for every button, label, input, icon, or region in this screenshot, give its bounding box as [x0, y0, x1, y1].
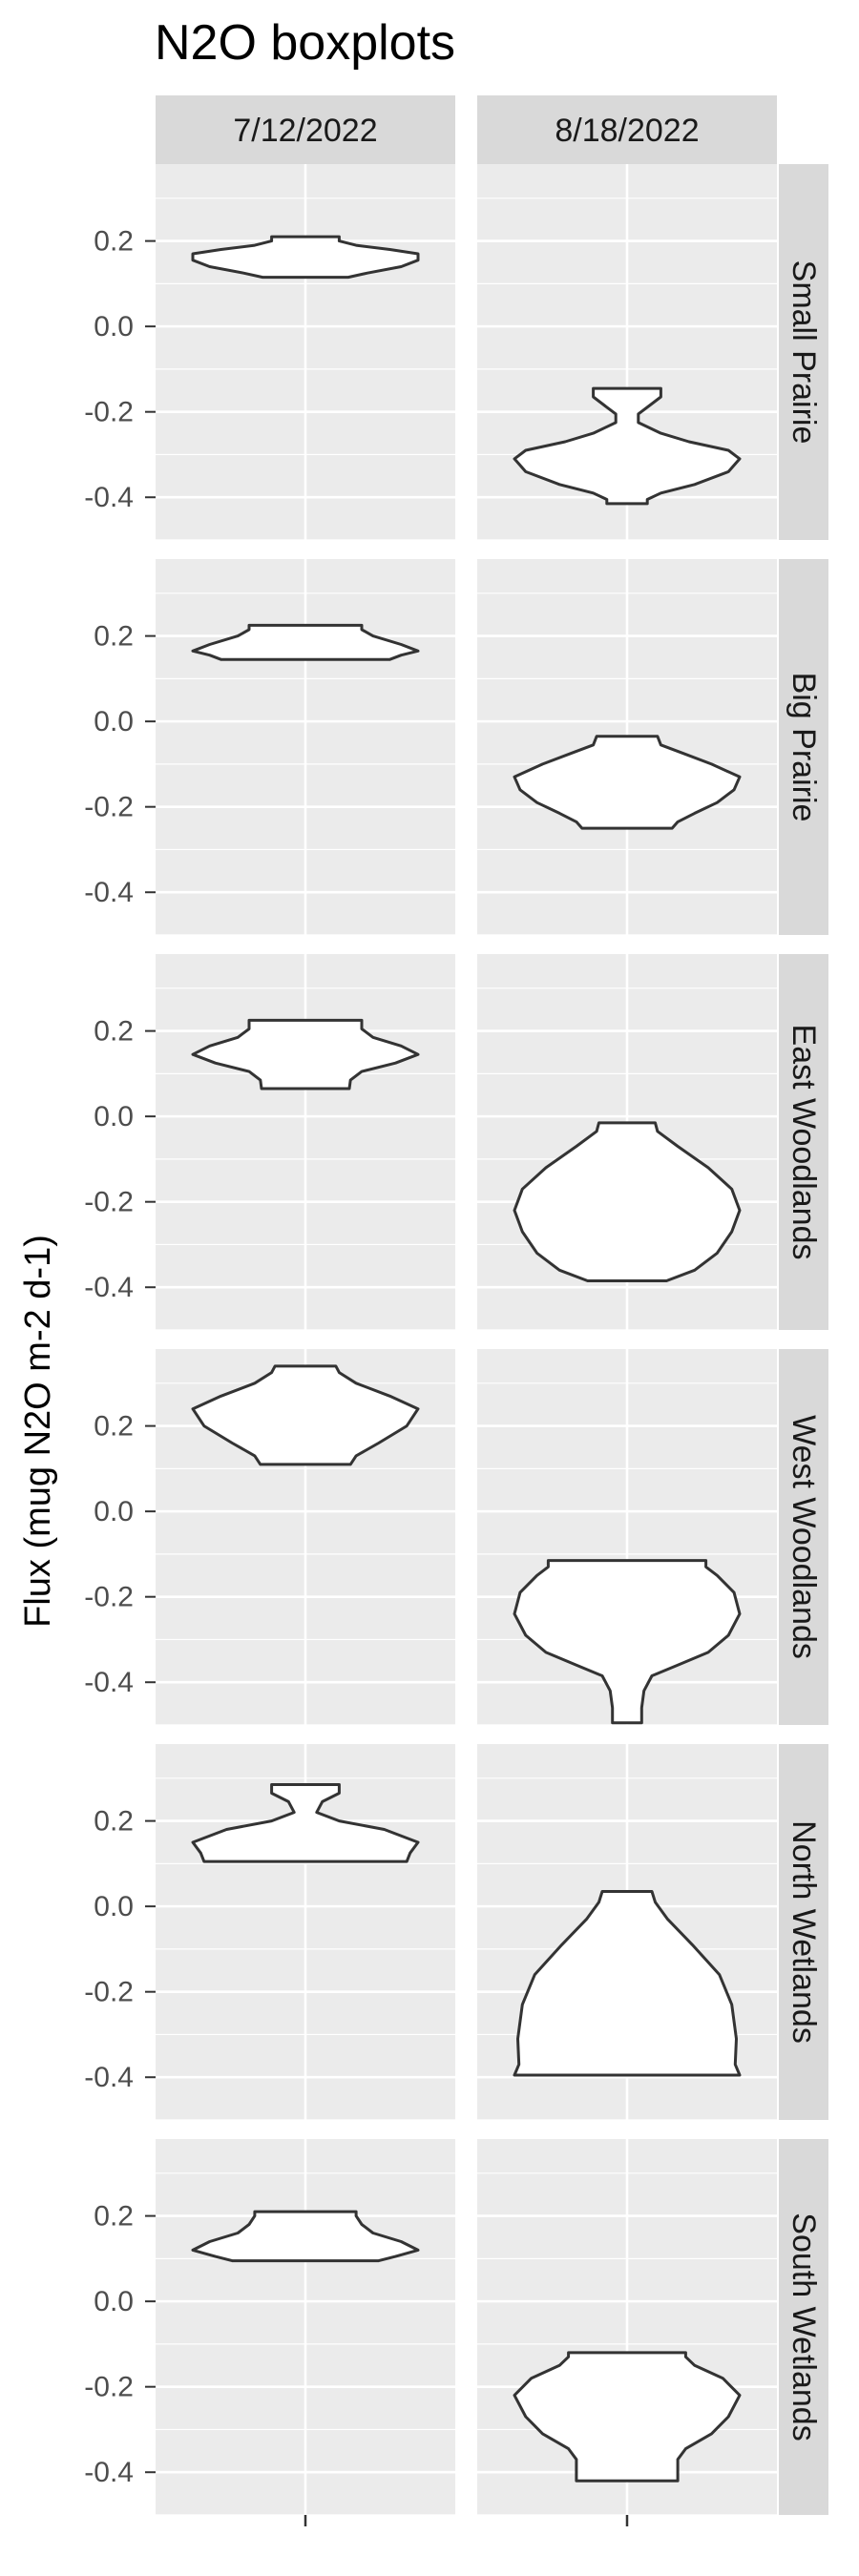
panel-east-woodlands-2	[477, 954, 777, 1331]
violin-big-prairie-1	[191, 623, 420, 661]
y-tick-label: -0.2	[84, 2372, 134, 2403]
y-tick-label: 0.0	[94, 2286, 134, 2317]
row-strip-label-east-woodlands: East Woodlands	[786, 1025, 822, 1260]
y-tick-label: 0.2	[94, 1016, 134, 1048]
panel-south-wetlands-1	[156, 2139, 455, 2516]
row-strip-label-north-wetlands: North Wetlands	[786, 1820, 822, 2044]
y-tick-label: -0.2	[84, 1582, 134, 1613]
violin-big-prairie-2	[513, 735, 742, 830]
row-strip-west-woodlands	[779, 1349, 828, 1725]
row-strip-label-small-prairie: Small Prairie	[786, 260, 822, 445]
column-strip-label-1: 7/12/2022	[233, 113, 377, 149]
y-tick-label: -0.4	[84, 1272, 134, 1303]
row-strip-label-big-prairie: Big Prairie	[786, 673, 822, 822]
y-tick-label: -0.2	[84, 792, 134, 823]
panel-big-prairie-2	[477, 559, 777, 936]
y-tick-label: -0.4	[84, 1667, 134, 1698]
violin-north-wetlands-1	[191, 1783, 420, 1863]
panel-north-wetlands-2	[477, 1744, 777, 2121]
row-strip-north-wetlands	[779, 1744, 828, 2120]
violin-south-wetlands-1	[191, 2210, 420, 2263]
panel-west-woodlands-2	[477, 1349, 777, 1726]
column-strip-label-2: 8/18/2022	[555, 113, 699, 149]
y-tick-label: 0.2	[94, 2201, 134, 2233]
row-strip-east-woodlands	[779, 954, 828, 1330]
violin-small-prairie-2	[513, 386, 742, 506]
violin-east-woodlands-1	[191, 1018, 420, 1091]
violin-west-woodlands-1	[191, 1364, 420, 1466]
panel-north-wetlands-1	[156, 1744, 455, 2121]
row-strip-label-south-wetlands: South Wetlands	[786, 2212, 822, 2441]
y-tick-label: -0.2	[84, 397, 134, 428]
y-tick-label: -0.4	[84, 482, 134, 513]
y-tick-label: 0.0	[94, 1101, 134, 1132]
y-tick-label: 0.0	[94, 706, 134, 737]
row-strip-label-west-woodlands: West Woodlands	[786, 1415, 822, 1659]
y-tick-label: 0.2	[94, 1806, 134, 1838]
chart-title: N2O boxplots	[155, 15, 455, 71]
violin-south-wetlands-2	[513, 2351, 742, 2483]
violin-small-prairie-1	[191, 235, 420, 280]
y-tick-label: -0.4	[84, 2457, 134, 2488]
y-tick-label: 0.2	[94, 621, 134, 653]
panel-small-prairie-1	[156, 164, 455, 541]
row-strip-small-prairie	[779, 164, 828, 540]
column-strip-2	[477, 95, 777, 164]
panel-east-woodlands-1	[156, 954, 455, 1331]
panel-south-wetlands-2	[477, 2139, 777, 2516]
y-tick-label: -0.4	[84, 877, 134, 908]
panel-big-prairie-1	[156, 559, 455, 936]
y-tick-label: -0.4	[84, 2062, 134, 2093]
y-axis-title: Flux (mug N2O m-2 d-1)	[18, 1235, 58, 1628]
y-tick-label: 0.2	[94, 226, 134, 258]
facet-grid: 7/12/2022 8/18/2022 0.2 0.0 -0.2 -0.4 Small Pr…	[84, 95, 828, 2526]
column-strip-1	[156, 95, 455, 164]
y-tick-label: -0.2	[84, 1187, 134, 1218]
y-tick-label: 0.0	[94, 1496, 134, 1527]
y-tick-label: 0.0	[94, 311, 134, 343]
violin-north-wetlands-2	[513, 1890, 742, 2077]
y-tick-label: -0.2	[84, 1977, 134, 2008]
y-tick-label: 0.2	[94, 1411, 134, 1443]
row-strip-south-wetlands	[779, 2139, 828, 2515]
violin-west-woodlands-2	[513, 1559, 742, 1725]
y-tick-label: 0.0	[94, 1891, 134, 1922]
panel-west-woodlands-1	[156, 1349, 455, 1726]
panel-small-prairie-2	[477, 164, 777, 541]
row-strip-big-prairie	[779, 559, 828, 935]
violin-east-woodlands-2	[513, 1121, 742, 1282]
